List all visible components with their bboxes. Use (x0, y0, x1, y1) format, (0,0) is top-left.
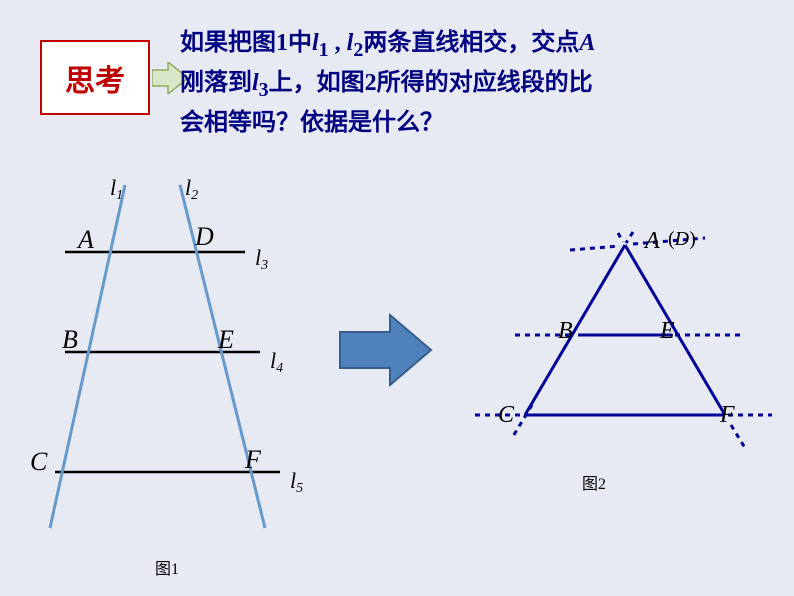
svg-text:D: D (194, 222, 214, 251)
svg-text:l4: l4 (270, 348, 283, 376)
svg-text:B: B (62, 325, 78, 354)
svg-text:l3: l3 (255, 245, 268, 273)
svg-text:B: B (558, 318, 573, 344)
figure-2-caption: 图2 (582, 470, 606, 494)
svg-text:C: C (30, 447, 48, 476)
svg-text:(D): (D) (668, 228, 696, 250)
think-label: 思考 (65, 56, 125, 100)
think-box: 思考 (40, 40, 150, 115)
fig1-caption-text: 图1 (155, 561, 179, 578)
svg-text:A: A (643, 228, 660, 254)
figure-1: l1 l2 A D l3 B E l4 C F l5 (20, 170, 320, 550)
question-line: 会相等吗？依据是什么？ (180, 110, 444, 136)
fig2-caption-text: 图2 (582, 476, 606, 493)
question-line: 刚落到l3上，如图2所得的对应线段的比 (180, 70, 593, 96)
svg-text:l2: l2 (185, 175, 198, 203)
svg-text:l5: l5 (290, 468, 303, 496)
figure-2: A (D) B E C F (450, 200, 780, 460)
svg-text:A: A (76, 225, 94, 254)
big-arrow-icon (338, 310, 433, 390)
svg-text:C: C (498, 402, 515, 428)
svg-text:E: E (659, 318, 675, 344)
svg-text:F: F (719, 402, 735, 428)
question-line: 如果把图1中l1 , l2两条直线相交，交点A (180, 30, 595, 56)
svg-text:E: E (217, 325, 234, 354)
svg-text:l1: l1 (110, 175, 123, 203)
figure-1-caption: 图1 (155, 555, 179, 579)
question-text: 如果把图1中l1 , l2两条直线相交，交点A 刚落到l3上，如图2所得的对应线… (180, 25, 595, 141)
svg-text:F: F (244, 445, 262, 474)
